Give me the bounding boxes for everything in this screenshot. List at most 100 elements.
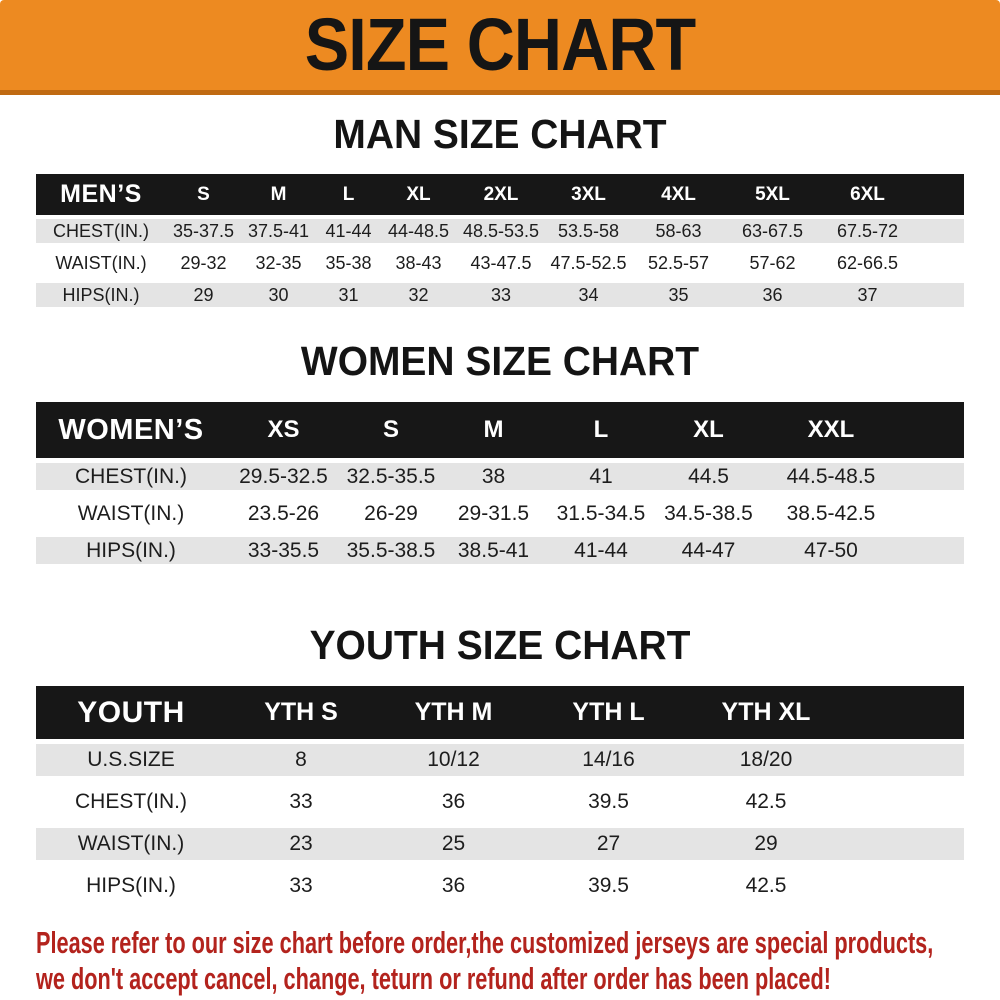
- size-value: 32-35: [241, 247, 316, 279]
- women-hips-row: HIPS(IN.) 33-35.5 35.5-38.5 38.5-41 41-4…: [36, 532, 964, 569]
- filler-cell: [846, 865, 964, 907]
- size-value: 29: [686, 823, 846, 865]
- youth-col-header-s: YTH S: [226, 686, 376, 739]
- size-value: 30: [241, 279, 316, 311]
- size-value: 31.5-34.5: [546, 495, 656, 532]
- filler-cell: [846, 739, 964, 781]
- youth-hips-row: HIPS(IN.) 33 36 39.5 42.5: [36, 865, 964, 907]
- measure-label: WAIST(IN.): [36, 495, 226, 532]
- size-value: 33-35.5: [226, 532, 341, 569]
- men-col-header-m: M: [241, 174, 316, 215]
- measure-label: HIPS(IN.): [36, 279, 166, 311]
- youth-col-header-m: YTH M: [376, 686, 531, 739]
- men-col-header-5xl: 5XL: [726, 174, 819, 215]
- women-col-header-s: S: [341, 402, 441, 458]
- youth-chest-row: CHEST(IN.) 33 36 39.5 42.5: [36, 781, 964, 823]
- size-value: 25: [376, 823, 531, 865]
- men-col-header-6xl: 6XL: [819, 174, 916, 215]
- size-value: 62-66.5: [819, 247, 916, 279]
- size-value: 42.5: [686, 781, 846, 823]
- men-section-heading: MAN SIZE CHART: [333, 111, 667, 157]
- size-value: 47-50: [761, 532, 901, 569]
- size-value: 33: [226, 781, 376, 823]
- size-value: 29-31.5: [441, 495, 546, 532]
- size-value: 41-44: [316, 215, 381, 247]
- size-value: 57-62: [726, 247, 819, 279]
- men-col-header-s: S: [166, 174, 241, 215]
- filler-cell: [916, 247, 964, 279]
- filler-cell: [916, 279, 964, 311]
- women-col-header-l: L: [546, 402, 656, 458]
- men-waist-row: WAIST(IN.) 29-32 32-35 35-38 38-43 43-47…: [36, 247, 964, 279]
- men-header-row: MEN’S S M L XL 2XL 3XL 4XL 5XL 6XL: [36, 174, 964, 215]
- size-value: 53.5-58: [546, 215, 631, 247]
- women-section-heading: WOMEN SIZE CHART: [300, 338, 700, 384]
- size-value: 32: [381, 279, 456, 311]
- size-value: 43-47.5: [456, 247, 546, 279]
- size-value: 44-48.5: [381, 215, 456, 247]
- women-col-header-xl: XL: [656, 402, 761, 458]
- youth-waist-row: WAIST(IN.) 23 25 27 29: [36, 823, 964, 865]
- men-chest-row: CHEST(IN.) 35-37.5 37.5-41 41-44 44-48.5…: [36, 215, 964, 247]
- size-value: 58-63: [631, 215, 726, 247]
- size-value: 38.5-42.5: [761, 495, 901, 532]
- size-value: 8: [226, 739, 376, 781]
- order-note-line1: Please refer to our size chart before or…: [36, 925, 934, 960]
- size-value: 42.5: [686, 865, 846, 907]
- page-title: SIZE CHART: [304, 3, 696, 86]
- youth-table-title: YOUTH: [36, 686, 226, 739]
- youth-col-header-xl: YTH XL: [686, 686, 846, 739]
- filler-cell: [846, 686, 964, 739]
- size-value: 35: [631, 279, 726, 311]
- women-col-header-xs: XS: [226, 402, 341, 458]
- size-value: 44.5: [656, 458, 761, 495]
- size-value: 36: [376, 781, 531, 823]
- women-col-header-xxl: XXL: [761, 402, 901, 458]
- size-value: 41: [546, 458, 656, 495]
- size-value: 38: [441, 458, 546, 495]
- men-col-header-3xl: 3XL: [546, 174, 631, 215]
- men-size-table: MEN’S S M L XL 2XL 3XL 4XL 5XL 6XL CHEST…: [36, 174, 964, 311]
- measure-label: U.S.SIZE: [36, 739, 226, 781]
- filler-cell: [916, 215, 964, 247]
- size-value: 35-37.5: [166, 215, 241, 247]
- size-value: 39.5: [531, 781, 686, 823]
- size-value: 35-38: [316, 247, 381, 279]
- men-table-title: MEN’S: [36, 174, 166, 215]
- filler-cell: [901, 495, 964, 532]
- size-value: 38-43: [381, 247, 456, 279]
- size-value: 10/12: [376, 739, 531, 781]
- youth-col-header-l: YTH L: [531, 686, 686, 739]
- youth-section-heading: YOUTH SIZE CHART: [309, 622, 691, 668]
- size-value: 44-47: [656, 532, 761, 569]
- size-value: 44.5-48.5: [761, 458, 901, 495]
- size-value: 29.5-32.5: [226, 458, 341, 495]
- banner: SIZE CHART: [0, 0, 1000, 95]
- filler-cell: [901, 532, 964, 569]
- size-value: 47.5-52.5: [546, 247, 631, 279]
- measure-label: CHEST(IN.): [36, 781, 226, 823]
- women-header-row: WOMEN’S XS S M L XL XXL: [36, 402, 964, 458]
- size-value: 38.5-41: [441, 532, 546, 569]
- women-chest-row: CHEST(IN.) 29.5-32.5 32.5-35.5 38 41 44.…: [36, 458, 964, 495]
- size-value: 18/20: [686, 739, 846, 781]
- size-value: 34: [546, 279, 631, 311]
- men-col-header-4xl: 4XL: [631, 174, 726, 215]
- youth-size-table: YOUTH YTH S YTH M YTH L YTH XL U.S.SIZE …: [36, 686, 964, 907]
- size-value: 29: [166, 279, 241, 311]
- youth-ussize-row: U.S.SIZE 8 10/12 14/16 18/20: [36, 739, 964, 781]
- size-value: 63-67.5: [726, 215, 819, 247]
- filler-cell: [846, 781, 964, 823]
- measure-label: WAIST(IN.): [36, 823, 226, 865]
- women-size-table: WOMEN’S XS S M L XL XXL CHEST(IN.) 29.5-…: [36, 402, 964, 569]
- filler-cell: [846, 823, 964, 865]
- size-value: 35.5-38.5: [341, 532, 441, 569]
- filler-cell: [901, 402, 964, 458]
- size-value: 37: [819, 279, 916, 311]
- order-note: Please refer to our size chart before or…: [36, 925, 1000, 997]
- size-value: 48.5-53.5: [456, 215, 546, 247]
- size-value: 37.5-41: [241, 215, 316, 247]
- men-section: MAN SIZE CHART MEN’S S M L XL 2XL 3XL 4X…: [0, 113, 1000, 311]
- size-value: 23.5-26: [226, 495, 341, 532]
- measure-label: WAIST(IN.): [36, 247, 166, 279]
